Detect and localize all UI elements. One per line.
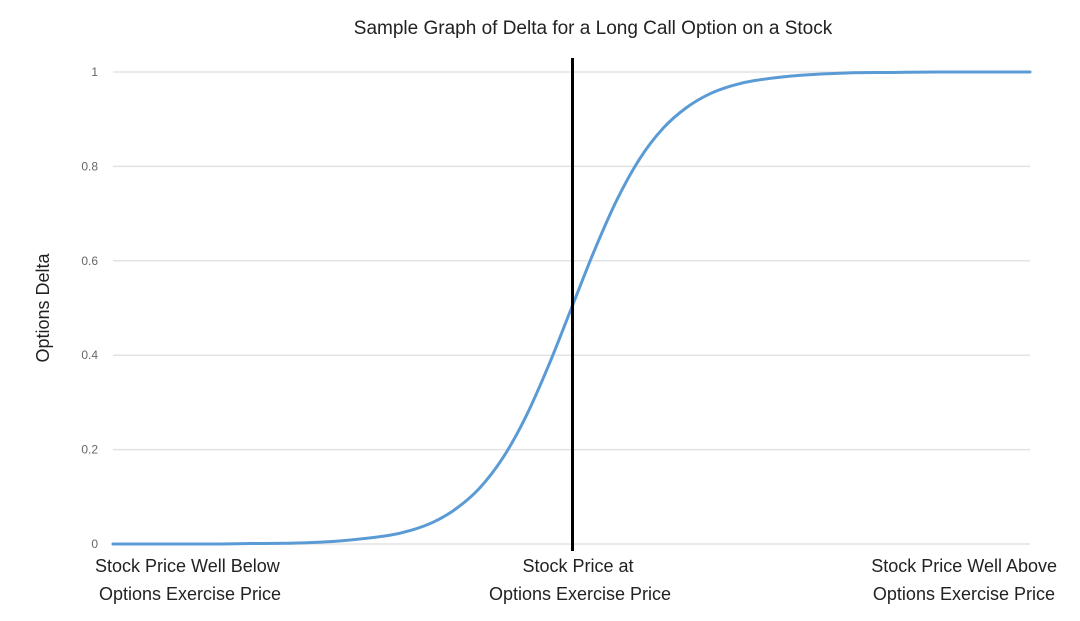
x-category-label-above-line2: Options Exercise Price (873, 584, 1055, 604)
x-category-label-at-line1: Stock Price at (522, 556, 633, 576)
y-tick-label: 0.6 (81, 254, 98, 268)
x-category-labels: Stock Price Well Below Options Exercise … (95, 556, 1057, 604)
x-category-label-below-line1: Stock Price Well Below (95, 556, 281, 576)
y-tick-label: 1 (91, 65, 98, 79)
x-category-label-below-line2: Options Exercise Price (99, 584, 281, 604)
y-tick-label: 0.2 (81, 443, 98, 457)
x-category-label-at-line2: Options Exercise Price (489, 584, 671, 604)
x-category-label-above-line1: Stock Price Well Above (871, 556, 1057, 576)
y-tick-labels: 0 0.2 0.4 0.6 0.8 1 (81, 65, 98, 551)
chart-title: Sample Graph of Delta for a Long Call Op… (354, 18, 833, 39)
y-axis-label: Options Delta (33, 252, 53, 362)
y-tick-label: 0.8 (81, 159, 98, 173)
y-tick-label: 0 (91, 537, 98, 551)
y-tick-label: 0.4 (81, 348, 98, 362)
